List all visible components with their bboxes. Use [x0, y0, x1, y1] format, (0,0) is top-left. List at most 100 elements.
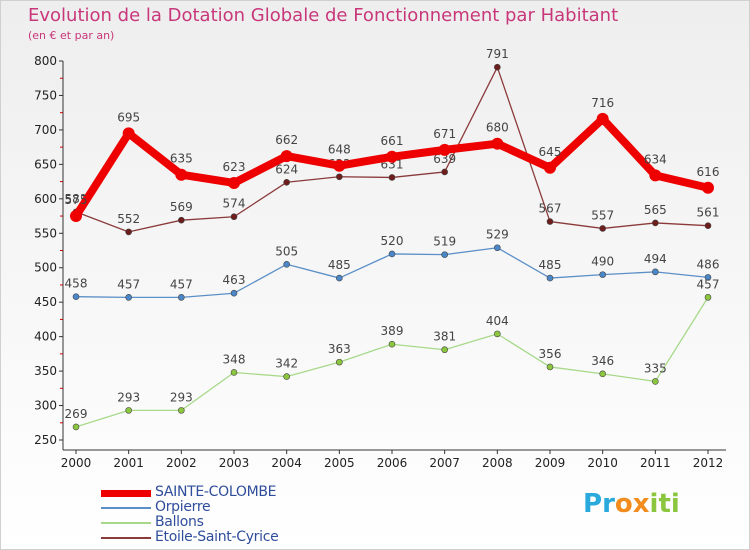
- data-point: [72, 293, 80, 300]
- data-label: 346: [591, 354, 614, 368]
- data-label: 635: [170, 152, 193, 166]
- logo-letter: i: [670, 489, 680, 519]
- x-tick-label: 2006: [377, 456, 408, 470]
- y-tick-label: 650: [34, 157, 57, 171]
- data-point: [438, 143, 451, 156]
- data-point: [125, 407, 132, 414]
- data-label: 616: [697, 165, 720, 179]
- data-point: [280, 150, 293, 163]
- data-label: 457: [170, 277, 193, 291]
- data-point: [388, 340, 396, 348]
- data-point: [283, 178, 290, 186]
- data-label: 335: [644, 361, 667, 375]
- x-tick-label: 2003: [219, 456, 250, 470]
- data-label: 458: [65, 277, 88, 291]
- proxiti-logo: Proxiti: [583, 489, 680, 519]
- data-point: [649, 169, 662, 182]
- data-label: 505: [275, 244, 298, 258]
- x-tick-label: 2001: [113, 456, 144, 470]
- data-label: 634: [644, 152, 667, 166]
- data-point: [599, 271, 606, 278]
- data-point: [336, 358, 343, 366]
- y-tick-label: 600: [34, 192, 57, 206]
- data-point: [494, 330, 501, 338]
- data-label: 561: [697, 206, 720, 220]
- data-label: 567: [539, 202, 562, 216]
- legend-label: SAINTE-COLOMBE: [155, 484, 277, 500]
- data-label: 485: [539, 258, 562, 272]
- x-tick-label: 2009: [535, 456, 566, 470]
- y-tick-label: 800: [34, 54, 57, 68]
- data-label: 356: [539, 347, 562, 361]
- data-point: [175, 168, 188, 181]
- data-point: [230, 289, 238, 297]
- data-label: 574: [223, 197, 246, 211]
- data-label: 389: [381, 324, 404, 338]
- data-label: 293: [170, 390, 193, 404]
- data-point: [228, 176, 240, 189]
- data-label: 662: [275, 133, 298, 147]
- data-point: [441, 168, 448, 176]
- logo-letter: i: [649, 489, 659, 519]
- y-tick-label: 250: [34, 433, 57, 447]
- data-point: [122, 127, 135, 140]
- y-tick-label: 550: [34, 226, 57, 240]
- x-tick-label: 2004: [271, 456, 302, 470]
- data-label: 520: [381, 234, 404, 248]
- data-label: 486: [697, 257, 720, 271]
- legend-label: Etoile-Saint-Cyrice: [155, 529, 279, 545]
- line-chart: 250 300 350 400 450 500 550 600 650 700 750 800 2000…: [34, 47, 726, 470]
- data-point: [494, 244, 501, 252]
- data-label: 624: [275, 162, 298, 176]
- legend-swatch: [101, 537, 151, 539]
- data-label: 680: [486, 121, 509, 135]
- data-point: [336, 274, 343, 282]
- data-label: 463: [223, 273, 246, 287]
- data-point: [652, 219, 659, 227]
- data-label: 293: [117, 390, 140, 404]
- legend-swatch: [101, 489, 151, 497]
- data-point: [230, 213, 238, 221]
- legend-label: Ballons: [155, 514, 204, 530]
- data-label: 623: [223, 160, 246, 174]
- data-label: 695: [117, 110, 140, 124]
- x-tick-label: 2011: [640, 456, 671, 470]
- data-label: 648: [328, 143, 351, 157]
- data-point: [704, 222, 712, 229]
- data-label: 575: [65, 193, 88, 207]
- y-tick-label: 500: [34, 261, 57, 275]
- data-point: [546, 363, 554, 371]
- data-label: 716: [591, 96, 614, 110]
- logo-letter: r: [602, 489, 615, 519]
- data-point: [704, 274, 712, 281]
- data-label: 342: [275, 357, 298, 371]
- x-tick-label: 2012: [693, 456, 724, 470]
- x-tick-label: 2010: [587, 456, 618, 470]
- data-point: [283, 373, 290, 380]
- y-tick-label: 350: [34, 364, 57, 378]
- data-point: [125, 294, 132, 301]
- y-tick-label: 700: [34, 123, 57, 137]
- data-label: 269: [65, 407, 88, 421]
- data-point: [546, 218, 554, 225]
- data-point: [652, 378, 659, 385]
- data-point: [230, 369, 238, 376]
- logo-letter: x: [632, 489, 650, 519]
- data-point: [72, 423, 80, 431]
- legend-label: Orpierre: [155, 499, 211, 515]
- data-point: [388, 250, 396, 258]
- y-tick-label: 450: [34, 295, 57, 309]
- y-tick-label: 750: [34, 88, 57, 102]
- data-point: [388, 174, 396, 181]
- x-tick-label: 2008: [482, 456, 513, 470]
- data-label: 645: [539, 145, 562, 159]
- data-point: [386, 150, 398, 163]
- logo-letter: P: [583, 489, 603, 519]
- data-label: 381: [433, 330, 456, 344]
- data-point: [702, 181, 714, 194]
- data-label: 494: [644, 252, 667, 266]
- data-point: [599, 225, 606, 232]
- data-point: [544, 161, 556, 174]
- data-point: [704, 294, 712, 301]
